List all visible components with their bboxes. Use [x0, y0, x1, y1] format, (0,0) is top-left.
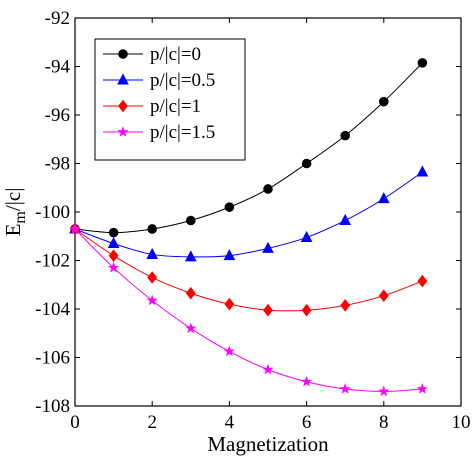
y-axis-label-main: E	[1, 224, 25, 237]
y-tick-label: -104	[35, 299, 70, 320]
marker-diamond	[185, 286, 196, 300]
marker-circle	[118, 49, 128, 59]
marker-star	[117, 126, 129, 137]
marker-star	[339, 383, 351, 394]
marker-diamond	[340, 299, 351, 312]
legend-label: p/|c|=1	[150, 96, 201, 117]
series-1	[70, 58, 428, 238]
marker-triangle	[184, 250, 197, 262]
x-tick-label: 8	[379, 412, 389, 433]
marker-diamond	[147, 271, 158, 284]
x-tick-label: 10	[452, 412, 471, 433]
legend-box	[94, 38, 246, 161]
y-tick-label: -102	[35, 251, 70, 272]
x-tick-label: 4	[225, 412, 235, 433]
marker-star	[223, 345, 236, 357]
y-axis-label-rest: /|c|	[1, 188, 25, 212]
y-axis-label: Em/|c|	[1, 188, 29, 237]
marker-triangle	[117, 73, 129, 85]
marker-star	[107, 261, 120, 273]
axis-ticks: 0 2 4 6 8 10 -108 -106 -104 -102 -100 -98 -96 -94 -92	[35, 8, 470, 433]
x-axis-label: Magnetization	[207, 432, 329, 456]
x-tick-label: 6	[302, 412, 312, 433]
marker-diamond	[118, 99, 128, 113]
y-tick-label: -108	[35, 396, 70, 417]
marker-star	[300, 375, 313, 387]
marker-triangle	[262, 241, 274, 253]
series-2	[69, 165, 429, 262]
y-axis-label-subscript: m	[12, 211, 29, 224]
marker-diamond	[263, 303, 273, 317]
marker-circle	[147, 224, 157, 234]
legend-label: p/|c|=0.5	[150, 70, 215, 91]
x-tick-label: 0	[70, 412, 80, 433]
marker-triangle	[377, 192, 390, 204]
series-3	[70, 222, 428, 317]
marker-triangle	[223, 249, 236, 261]
marker-circle	[417, 58, 428, 68]
marker-triangle	[339, 213, 352, 225]
y-tick-label: -98	[45, 154, 70, 175]
marker-triangle	[416, 165, 429, 177]
series-line	[74, 228, 423, 392]
series-line	[74, 228, 423, 312]
x-tick-label: 2	[147, 412, 157, 433]
marker-circle	[379, 96, 389, 107]
marker-diamond	[378, 289, 389, 302]
marker-diamond	[301, 303, 312, 317]
y-tick-label: -96	[45, 105, 70, 126]
series-line	[74, 171, 423, 258]
legend-label: p/|c|=1.5	[150, 122, 215, 143]
marker-star	[146, 294, 158, 306]
marker-circle	[263, 184, 273, 194]
marker-circle	[301, 158, 312, 169]
marker-circle	[340, 130, 351, 141]
series-layer	[69, 58, 429, 397]
y-tick-label: -106	[35, 348, 70, 369]
marker-diamond	[108, 249, 119, 262]
legend: p/|c|=0 p/|c|=0.5 p/|c|=1 p/|c|=1.5	[94, 38, 246, 161]
marker-triangle	[146, 247, 159, 259]
marker-diamond	[417, 274, 428, 288]
marker-circle	[108, 227, 119, 238]
marker-triangle	[300, 230, 313, 242]
marker-star	[69, 223, 81, 234]
marker-star	[378, 385, 390, 397]
marker-star	[416, 383, 429, 394]
marker-triangle	[107, 236, 120, 249]
y-tick-label: -100	[35, 202, 70, 223]
series-line	[74, 62, 423, 234]
y-tick-label: -92	[45, 8, 70, 29]
legend-label: p/|c|=0	[150, 44, 201, 65]
y-tick-label: -94	[45, 57, 71, 78]
marker-circle	[186, 215, 196, 226]
marker-star	[262, 363, 274, 375]
marker-diamond	[224, 297, 235, 311]
series-4	[69, 223, 429, 397]
marker-star	[185, 322, 197, 334]
marker-circle	[224, 202, 235, 212]
